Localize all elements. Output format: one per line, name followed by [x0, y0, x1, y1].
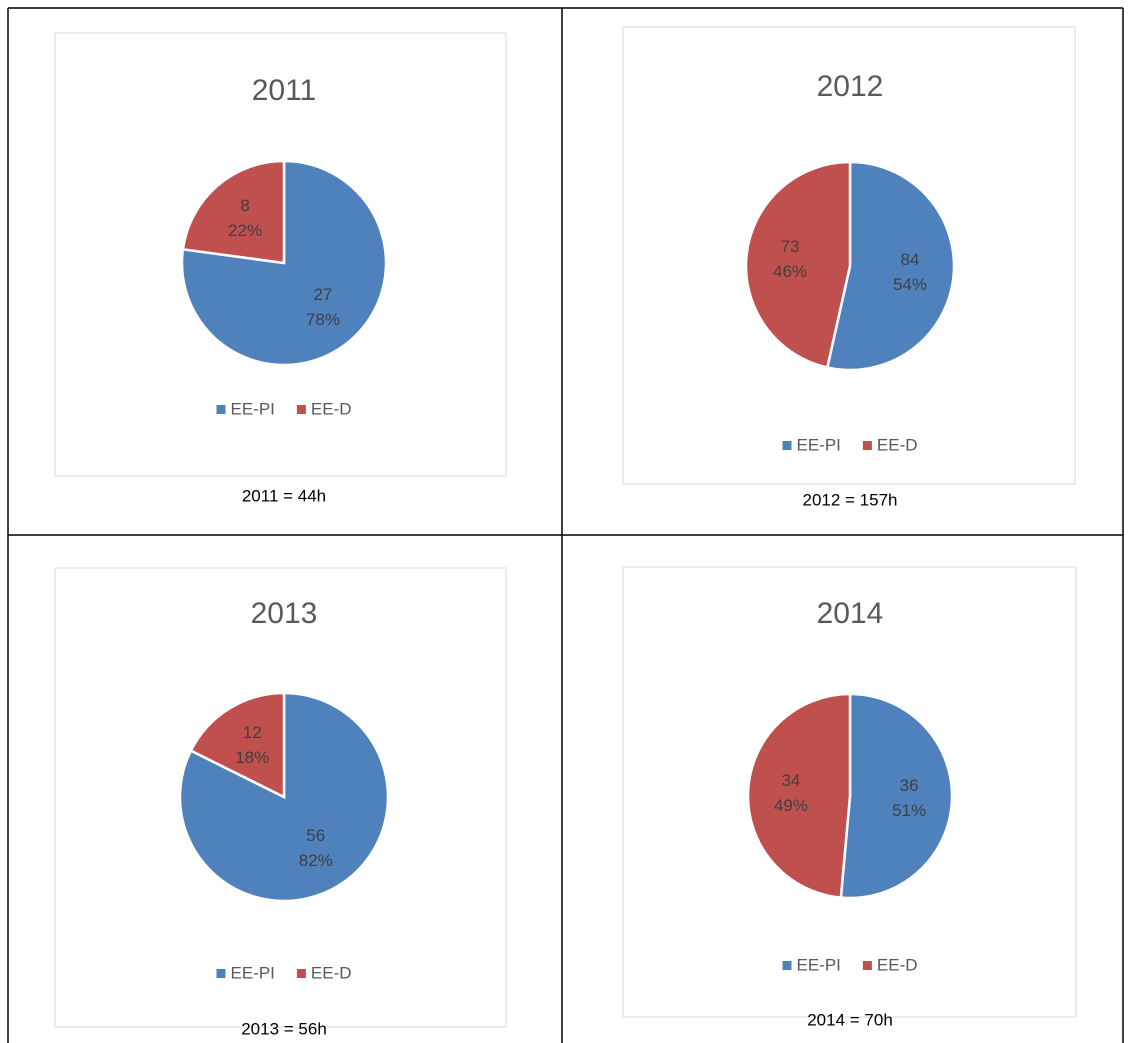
data-label-percent: 49%: [774, 796, 808, 815]
pie-slice: [189, 691, 286, 800]
legend-label: EE-PI: [796, 435, 840, 454]
legend-marker: [862, 961, 872, 970]
data-label-percent: 22%: [228, 221, 262, 240]
legend-label: EE-PI: [230, 963, 274, 982]
data-label-value: 56: [306, 826, 325, 845]
data-label-value: 84: [900, 250, 919, 269]
data-label-percent: 82%: [299, 851, 333, 870]
legend-marker: [862, 441, 872, 450]
pie-slice: [839, 692, 954, 900]
legend-marker: [782, 441, 792, 450]
chart-title: 2011: [252, 74, 317, 107]
data-label-percent: 78%: [306, 310, 340, 329]
legend: EE-PI EE-D: [216, 963, 352, 982]
data-label-percent: 51%: [892, 801, 926, 820]
legend-label: EE-PI: [796, 955, 840, 974]
legend-label: EE-D: [311, 399, 352, 418]
chart: 2011 27 78% 8 22% EE-PI EE-D 2011 = 44h: [54, 32, 507, 505]
legend: EE-PI EE-D: [782, 955, 918, 974]
data-label-value: 73: [781, 237, 800, 256]
data-label-value: 12: [243, 723, 262, 742]
legend: EE-PI EE-D: [216, 399, 352, 418]
legend: EE-PI EE-D: [782, 435, 918, 454]
chart: 2013 56 82% 12 18% EE-PI EE-D 2013 = 56h: [54, 567, 507, 1038]
caption: 2011 = 44h: [242, 486, 326, 505]
data-label-value: 34: [781, 771, 800, 790]
data-label-percent: 18%: [235, 748, 269, 767]
caption: 2014 = 70h: [807, 1010, 893, 1029]
chart: 2012 84 54% 73 46% EE-PI EE-D 2012 = 157h: [622, 26, 1076, 509]
legend-marker: [296, 405, 306, 414]
caption: 2013 = 56h: [241, 1019, 327, 1038]
legend-marker: [782, 961, 792, 970]
legend-label: EE-D: [877, 955, 918, 974]
pie-slice: [825, 160, 956, 372]
legend-marker: [216, 969, 226, 978]
data-label-value: 27: [313, 285, 332, 304]
pie-slice: [746, 692, 852, 899]
pie-slice: [744, 160, 852, 369]
caption: 2012 = 157h: [802, 490, 897, 509]
legend-label: EE-D: [877, 435, 918, 454]
data-label-percent: 46%: [773, 262, 807, 281]
legend-marker: [296, 969, 306, 978]
data-label-value: 8: [240, 196, 249, 215]
chart-title: 2012: [817, 70, 884, 103]
data-label-value: 36: [900, 776, 919, 795]
chart: 2014 36 51% 34 49% EE-PI EE-D 2014 = 70h: [622, 566, 1077, 1029]
legend-marker: [216, 405, 226, 414]
legend-label: EE-D: [311, 963, 352, 982]
table-borders: [7, 7, 1124, 1043]
legend-label: EE-PI: [230, 399, 274, 418]
data-label-percent: 54%: [893, 275, 927, 294]
chart-title: 2013: [251, 597, 318, 630]
chart-title: 2014: [817, 597, 884, 630]
pie-slice: [181, 159, 286, 265]
